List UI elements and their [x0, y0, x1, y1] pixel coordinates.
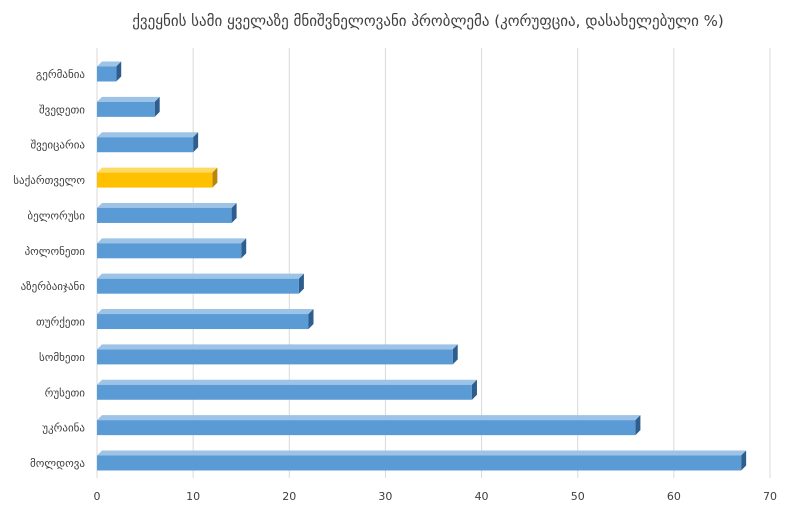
bar-front-face: [97, 207, 232, 223]
bar-top-face: [97, 96, 160, 102]
bar: [97, 415, 641, 436]
bar-top-face: [97, 379, 477, 385]
bar-top-face: [97, 309, 314, 315]
bar-side-face: [741, 450, 747, 471]
category-label: უკრაინა: [42, 422, 85, 435]
chart-title: ქვეყნის სამი ყველაზე მნიშვნელოვანი პრობლ…: [132, 12, 724, 30]
bar-front-face: [97, 172, 213, 188]
category-label: თურქეთი: [36, 316, 85, 329]
bar: [97, 167, 218, 188]
bar-top-face: [97, 61, 122, 67]
bar-side-face: [231, 202, 237, 223]
bar-side-face: [452, 344, 458, 365]
bar-front-face: [97, 101, 155, 117]
bar-side-face: [116, 61, 122, 82]
x-tick-label: 30: [378, 490, 392, 503]
bar: [97, 309, 314, 330]
bar-side-face: [241, 238, 247, 259]
bar: [97, 96, 160, 117]
category-label: პოლონეთი: [25, 245, 86, 258]
category-label: რუსეთი: [45, 386, 86, 399]
bar-top-face: [97, 415, 641, 421]
bar: [97, 273, 304, 294]
bar-side-face: [154, 96, 160, 117]
x-tick-label: 10: [186, 490, 200, 503]
bar-front-face: [97, 420, 636, 436]
x-tick-label: 20: [282, 490, 296, 503]
bar-side-face: [298, 273, 304, 294]
bar-front-face: [97, 278, 299, 294]
bar-top-face: [97, 344, 458, 350]
x-tick-label: 60: [667, 490, 681, 503]
bar-top-face: [97, 238, 247, 244]
bar-side-face: [212, 167, 218, 188]
bar: [97, 132, 199, 153]
bars: [97, 61, 747, 471]
category-label: მოლდოვა: [30, 457, 85, 470]
category-label: შვეიცარია: [30, 139, 85, 152]
bar: [97, 450, 747, 471]
category-label: შვედეთი: [39, 103, 85, 116]
bar-side-face: [471, 379, 477, 400]
bar-top-face: [97, 132, 199, 138]
bar-front-face: [97, 137, 194, 153]
bar-front-face: [97, 384, 472, 400]
category-label: სომხეთი: [39, 351, 85, 364]
bar: [97, 379, 477, 400]
bar-side-face: [308, 309, 314, 330]
bar-top-face: [97, 273, 304, 279]
bar-top-face: [97, 167, 218, 173]
bar: [97, 344, 458, 365]
bar-front-face: [97, 314, 309, 330]
bar: [97, 61, 122, 82]
bar: [97, 202, 237, 223]
bar: [97, 238, 247, 259]
bar-side-face: [635, 415, 641, 436]
category-label: საქართველო: [13, 174, 85, 187]
gridlines: [96, 48, 771, 478]
bar-front-face: [97, 455, 742, 471]
x-tick-label: 0: [94, 490, 101, 503]
category-label: აზერბაიჯანი: [21, 280, 86, 293]
bar-front-face: [97, 66, 117, 82]
bar-side-face: [193, 132, 199, 153]
x-axis: 0 10 20 30 40 50 60 70: [94, 490, 778, 503]
category-label: ბელორუსი: [27, 209, 85, 222]
bar-top-face: [97, 450, 747, 456]
x-tick-label: 40: [475, 490, 489, 503]
category-label: გერმანია: [36, 68, 86, 81]
bar-top-face: [97, 202, 237, 208]
bar-front-face: [97, 243, 242, 259]
x-tick-label: 70: [763, 490, 777, 503]
x-tick-label: 50: [571, 490, 585, 503]
category-axis: გერმანია შვედეთი შვეიცარია საქართველო ბელორუ…: [13, 68, 85, 470]
bar-front-face: [97, 349, 453, 365]
